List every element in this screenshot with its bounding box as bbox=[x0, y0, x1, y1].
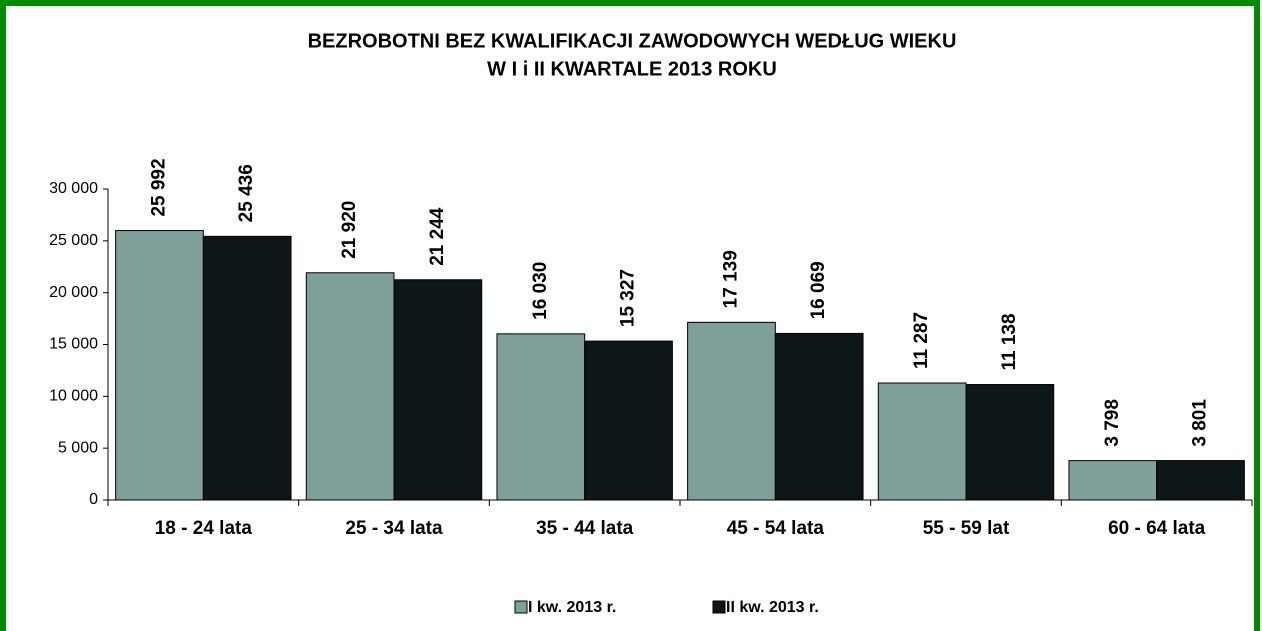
data-label: 3 798 bbox=[1102, 399, 1123, 447]
legend-label: II kw. 2013 r. bbox=[726, 599, 819, 616]
y-tick-label: 5 000 bbox=[58, 439, 98, 456]
bar bbox=[115, 230, 204, 501]
bar bbox=[877, 382, 967, 501]
x-tick-label: 60 - 64 lata bbox=[1108, 518, 1206, 539]
y-tick-label: 15 000 bbox=[49, 336, 98, 353]
bar bbox=[687, 321, 776, 501]
legend-swatch bbox=[514, 600, 528, 614]
x-tick-label: 35 - 44 lata bbox=[536, 518, 634, 539]
data-label: 25 436 bbox=[236, 164, 257, 222]
bar bbox=[584, 340, 673, 501]
bar bbox=[1156, 460, 1245, 501]
chart-title: BEZROBOTNI BEZ KWALIFIKACJI ZAWODOWYCH W… bbox=[308, 30, 957, 52]
bar bbox=[496, 333, 586, 501]
data-label: 21 920 bbox=[339, 201, 360, 259]
x-tick-label: 55 - 59 lat bbox=[923, 518, 1010, 539]
data-label: 21 244 bbox=[427, 207, 448, 266]
data-label: 16 069 bbox=[808, 261, 829, 319]
bar bbox=[305, 272, 395, 501]
data-label: 17 139 bbox=[720, 250, 741, 308]
data-label: 3 801 bbox=[1190, 399, 1211, 447]
y-tick-label: 30 000 bbox=[49, 180, 98, 197]
x-tick-label: 25 - 34 lata bbox=[345, 518, 443, 539]
bar bbox=[774, 332, 864, 501]
data-label: 16 030 bbox=[530, 262, 551, 320]
legend-label: I kw. 2013 r. bbox=[528, 599, 616, 616]
y-tick-label: 20 000 bbox=[49, 284, 98, 301]
bar bbox=[202, 235, 292, 501]
data-label: 25 992 bbox=[148, 158, 169, 216]
bar bbox=[393, 279, 483, 501]
y-tick-label: 10 000 bbox=[49, 388, 98, 405]
y-tick-label: 0 bbox=[89, 491, 98, 508]
data-label: 15 327 bbox=[618, 269, 639, 327]
data-label: 11 138 bbox=[999, 313, 1020, 370]
bar bbox=[965, 384, 1055, 501]
x-tick-label: 45 - 54 lata bbox=[727, 518, 825, 539]
data-label: 11 287 bbox=[911, 312, 932, 369]
chart-title: W I i II KWARTALE 2013 ROKU bbox=[487, 58, 777, 80]
y-tick-label: 25 000 bbox=[49, 232, 98, 249]
x-tick-label: 18 - 24 lata bbox=[155, 518, 253, 539]
legend-swatch bbox=[712, 600, 726, 614]
bar bbox=[1068, 460, 1158, 501]
